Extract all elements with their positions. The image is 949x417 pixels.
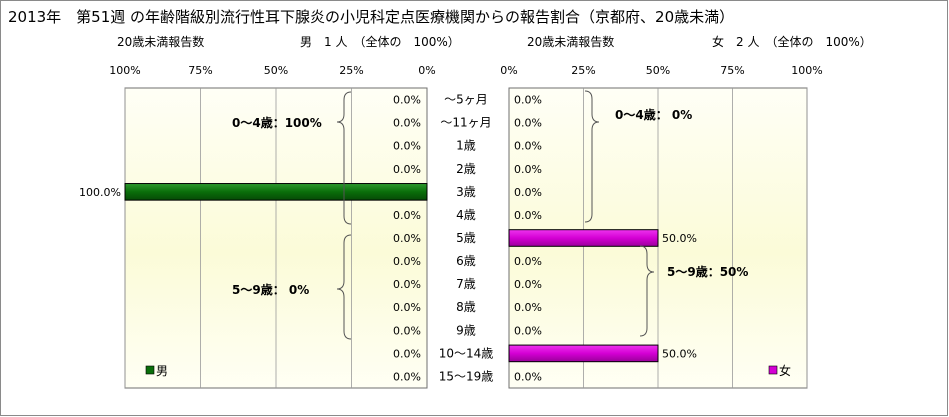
female-bracket-0-4 xyxy=(584,90,600,223)
male-tick-label: 100% xyxy=(109,64,140,77)
female-data-label: 0.0% xyxy=(514,209,542,222)
male-data-label: 0.0% xyxy=(393,163,421,176)
female-tick-label: 25% xyxy=(571,64,595,77)
female-data-label: 0.0% xyxy=(514,94,542,107)
female-header-left: 20歳未満報告数 xyxy=(527,34,614,49)
chart-title: 2013年 第51週 の年齢階級別流行性耳下腺炎の小児科定点医療機関からの報告割… xyxy=(8,8,734,26)
female-bracket-5-9 xyxy=(639,245,655,337)
female-data-label: 0.0% xyxy=(514,186,542,199)
male-data-label: 0.0% xyxy=(393,324,421,337)
category-label: 9歳 xyxy=(456,323,476,337)
female-header-right: 女 2 人 （全体の 100%） xyxy=(712,34,872,49)
male-bracket-0-4 xyxy=(336,91,352,225)
male-data-label: 0.0% xyxy=(393,232,421,245)
male-data-label: 0.0% xyxy=(393,255,421,268)
category-label: ～11ヶ月 xyxy=(440,116,491,130)
male-bracket-label-0-4: 0～4歳：100% xyxy=(232,115,322,130)
male-data-label: 0.0% xyxy=(393,117,421,130)
female-legend-label: 女 xyxy=(779,363,791,378)
category-label: 10～14歳 xyxy=(439,346,494,360)
female-bars xyxy=(508,229,659,363)
female-data-labels: 0.0% 0.0% 0.0% 0.0% 0.0% 0.0% 50.0% 0.0% 0.0% 0.0… xyxy=(514,94,697,384)
male-bars xyxy=(124,183,428,201)
female-data-label: 0.0% xyxy=(514,278,542,291)
female-panel: 20歳未満報告数 女 2 人 （全体の 100%） 0% 25% 50% 75% 100… xyxy=(500,34,872,389)
female-bar xyxy=(508,344,659,363)
male-data-label: 0.0% xyxy=(393,301,421,314)
female-tick-label: 100% xyxy=(791,64,822,77)
male-legend-label: 男 xyxy=(156,364,168,378)
male-bar xyxy=(124,183,428,201)
female-data-label: 0.0% xyxy=(514,301,542,314)
male-tick-labels: 100% 75% 50% 25% 0% xyxy=(109,64,435,77)
female-data-label: 50.0% xyxy=(662,347,697,360)
male-data-label: 0.0% xyxy=(393,140,421,153)
male-tick-label: 0% xyxy=(418,64,435,77)
female-tick-labels: 0% 25% 50% 75% 100% xyxy=(500,64,822,77)
category-label: 8歳 xyxy=(456,300,476,314)
female-data-label: 0.0% xyxy=(514,255,542,268)
male-data-label: 0.0% xyxy=(393,278,421,291)
male-header-right: 男 1 人 （全体の 100%） xyxy=(300,34,460,49)
male-bracket-5-9 xyxy=(336,234,352,340)
category-label: 1歳 xyxy=(456,139,476,153)
category-label: ～5ヶ月 xyxy=(444,93,488,107)
male-data-label: 0.0% xyxy=(393,347,421,360)
male-data-labels: 0.0% 0.0% 0.0% 0.0% 100.0% 0.0% 0.0% 0.0% 0.0% 0.… xyxy=(79,94,421,384)
female-data-label: 50.0% xyxy=(662,232,697,245)
male-tick-label: 25% xyxy=(339,64,363,77)
male-tick-label: 50% xyxy=(264,64,288,77)
male-data-label: 0.0% xyxy=(393,209,421,222)
category-label: 4歳 xyxy=(456,208,476,222)
category-label: 2歳 xyxy=(456,162,476,176)
female-data-label: 0.0% xyxy=(514,140,542,153)
female-data-label: 0.0% xyxy=(514,117,542,130)
male-data-label: 0.0% xyxy=(393,94,421,107)
category-label: 7歳 xyxy=(456,277,476,291)
female-bar xyxy=(508,229,659,247)
female-legend-swatch xyxy=(768,365,778,375)
category-label: 3歳 xyxy=(456,185,476,199)
male-bracket-label-5-9: 5～9歳： 0% xyxy=(232,282,309,297)
category-labels: ～5ヶ月 ～11ヶ月 1歳 2歳 3歳 4歳 5歳 6歳 7歳 8歳 9歳 10～14歳 15～19歳 xyxy=(439,93,494,384)
category-label: 5歳 xyxy=(456,231,476,245)
female-bracket-label-0-4: 0～4歳： 0% xyxy=(615,107,692,122)
female-data-label: 0.0% xyxy=(514,324,542,337)
category-label: 6歳 xyxy=(456,254,476,268)
category-label: 15～19歳 xyxy=(439,369,494,383)
female-tick-label: 75% xyxy=(720,64,744,77)
male-gridlines xyxy=(124,88,352,388)
female-data-label: 0.0% xyxy=(514,163,542,176)
female-data-label: 0.0% xyxy=(514,370,542,383)
female-tick-label: 0% xyxy=(500,64,517,77)
male-legend-swatch xyxy=(145,365,155,375)
male-header-left: 20歳未満報告数 xyxy=(117,34,204,49)
male-tick-label: 75% xyxy=(188,64,212,77)
male-data-label: 0.0% xyxy=(393,370,421,383)
female-bracket-label-5-9: 5～9歳：50% xyxy=(667,264,748,279)
male-data-label: 100.0% xyxy=(79,186,121,199)
male-panel: 20歳未満報告数 男 1 人 （全体の 100%） 100% 75% 50% 25% 0… xyxy=(79,34,460,389)
female-tick-label: 50% xyxy=(646,64,670,77)
